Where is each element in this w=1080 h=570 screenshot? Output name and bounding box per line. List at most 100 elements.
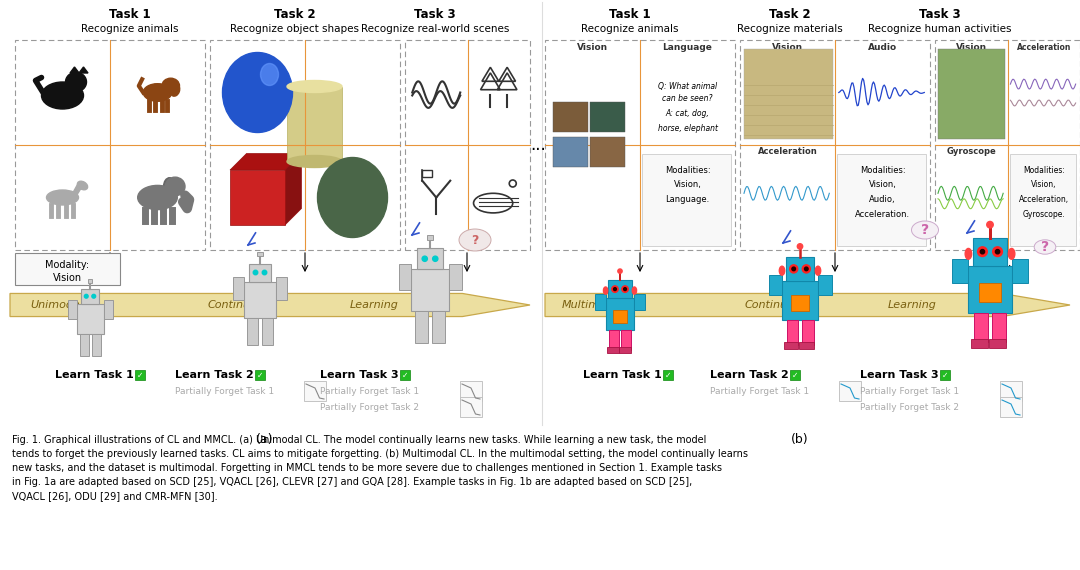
Bar: [784, 342, 798, 349]
Bar: [642, 153, 731, 246]
Bar: [786, 320, 798, 344]
Text: ✓: ✓: [402, 370, 408, 380]
Text: horse, elephant: horse, elephant: [658, 124, 717, 133]
Text: Vision,: Vision,: [674, 180, 701, 189]
Ellipse shape: [66, 72, 86, 92]
Text: Fig. 1. Graphical illustrations of CL and MMCL. (a) Unimodal CL. The model conti: Fig. 1. Graphical illustrations of CL an…: [12, 435, 748, 501]
Ellipse shape: [165, 177, 185, 196]
Bar: [953, 259, 969, 283]
Polygon shape: [72, 185, 81, 196]
Bar: [460, 397, 482, 417]
Bar: [744, 48, 834, 139]
Ellipse shape: [993, 247, 1002, 256]
Text: Recognize materials: Recognize materials: [738, 24, 842, 34]
Bar: [634, 294, 645, 310]
Bar: [621, 330, 631, 349]
Bar: [15, 253, 120, 285]
Ellipse shape: [287, 156, 342, 168]
Bar: [989, 339, 1007, 348]
Bar: [740, 40, 930, 250]
Bar: [230, 170, 285, 225]
Bar: [969, 266, 1012, 314]
Ellipse shape: [171, 84, 179, 96]
Ellipse shape: [802, 265, 810, 273]
Polygon shape: [79, 67, 87, 73]
Text: Partially Forget Task 1: Partially Forget Task 1: [710, 388, 809, 397]
Bar: [980, 283, 1001, 303]
Text: Modalities:: Modalities:: [1023, 166, 1065, 174]
Ellipse shape: [433, 256, 437, 262]
Text: Language: Language: [662, 43, 713, 52]
Bar: [1010, 153, 1076, 246]
Text: Partially Forget Task 2: Partially Forget Task 2: [860, 404, 959, 413]
Bar: [255, 370, 265, 380]
Polygon shape: [70, 67, 79, 73]
Bar: [609, 330, 619, 349]
Text: Learn Task 2: Learn Task 2: [175, 370, 254, 380]
Ellipse shape: [162, 78, 179, 93]
Text: ...: ...: [530, 136, 545, 154]
Text: Task 2: Task 2: [769, 9, 811, 22]
Text: Gyroscope.: Gyroscope.: [1023, 210, 1065, 219]
Ellipse shape: [792, 267, 796, 271]
Bar: [940, 370, 950, 380]
Ellipse shape: [422, 256, 428, 262]
Ellipse shape: [163, 178, 176, 196]
Bar: [1012, 259, 1028, 283]
Text: ✓: ✓: [257, 370, 264, 380]
Text: ✓: ✓: [942, 370, 948, 380]
Ellipse shape: [622, 286, 629, 292]
Text: Recognize animals: Recognize animals: [581, 24, 678, 34]
Bar: [939, 48, 1004, 139]
Bar: [663, 370, 673, 380]
Bar: [791, 295, 809, 311]
Ellipse shape: [613, 288, 617, 291]
Bar: [839, 381, 861, 401]
Bar: [249, 263, 271, 282]
Text: can be seen?: can be seen?: [662, 94, 713, 103]
Ellipse shape: [92, 294, 96, 298]
Polygon shape: [285, 153, 301, 225]
Ellipse shape: [815, 266, 821, 275]
Ellipse shape: [632, 287, 636, 294]
Bar: [87, 279, 92, 283]
Bar: [612, 310, 627, 323]
Text: Continual: Continual: [744, 300, 797, 310]
Bar: [799, 342, 813, 349]
Text: Task 3: Task 3: [415, 9, 456, 22]
Text: Learn Task 3: Learn Task 3: [320, 370, 399, 380]
Bar: [553, 101, 588, 132]
Ellipse shape: [789, 265, 798, 273]
Text: ✓: ✓: [665, 370, 671, 380]
Bar: [785, 257, 814, 280]
Bar: [427, 235, 433, 240]
Text: Audio,: Audio,: [869, 195, 895, 204]
Bar: [553, 136, 588, 166]
Bar: [287, 87, 342, 161]
Ellipse shape: [41, 82, 83, 109]
Text: Q: What animal: Q: What animal: [658, 82, 717, 91]
Ellipse shape: [84, 294, 89, 298]
Ellipse shape: [253, 270, 258, 275]
Bar: [606, 299, 634, 330]
Text: Partially Forget Task 1: Partially Forget Task 1: [175, 388, 274, 397]
Text: Learn Task 1: Learn Task 1: [583, 370, 662, 380]
Text: Learn Task 3: Learn Task 3: [860, 370, 939, 380]
Ellipse shape: [222, 52, 293, 132]
Text: Vision,: Vision,: [868, 180, 896, 189]
Ellipse shape: [805, 267, 808, 271]
Bar: [276, 277, 287, 299]
Bar: [818, 275, 832, 295]
Bar: [400, 370, 410, 380]
Text: A: cat, dog,: A: cat, dog,: [665, 109, 710, 118]
Ellipse shape: [618, 269, 622, 273]
Ellipse shape: [996, 250, 1000, 254]
Text: Partially Forget Task 1: Partially Forget Task 1: [320, 388, 419, 397]
Text: Partially Forget Task 1: Partially Forget Task 1: [860, 388, 959, 397]
Text: Multimodal: Multimodal: [562, 300, 623, 310]
Ellipse shape: [780, 266, 785, 275]
Text: Learning: Learning: [350, 300, 399, 310]
Bar: [399, 264, 411, 290]
Text: Unimodal: Unimodal: [30, 300, 83, 310]
Bar: [417, 249, 443, 269]
